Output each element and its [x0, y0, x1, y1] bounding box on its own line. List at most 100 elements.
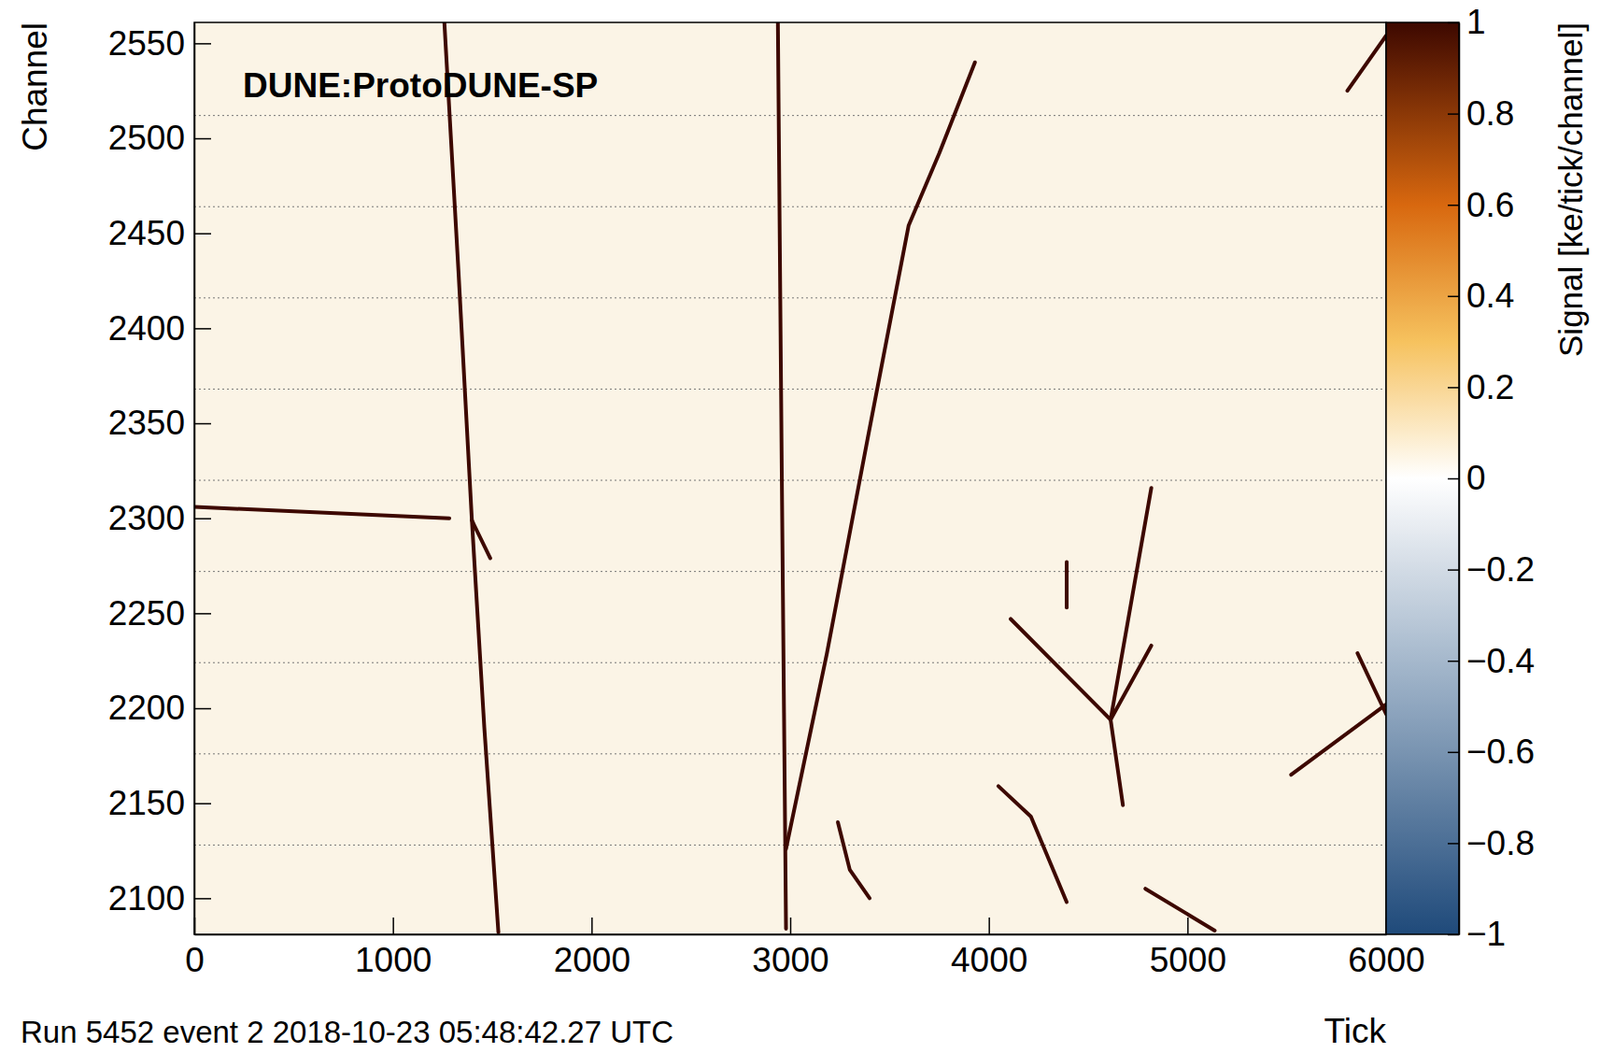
colorbar-tick-mark: [1447, 296, 1459, 298]
track: [471, 520, 491, 559]
colorbar-tick-label: −0.6: [1466, 732, 1535, 771]
y-tick-mark: [194, 327, 212, 330]
y-tick-mark: [194, 517, 212, 520]
y-tick-label: 2200: [108, 688, 185, 727]
boundary-line: [194, 752, 1387, 754]
colorbar-tick: −0.8: [1447, 823, 1535, 863]
colorbar-tick: −0.4: [1447, 641, 1535, 680]
x-axis-title: Tick: [1324, 1011, 1388, 1050]
track: [778, 22, 787, 929]
y-tick-mark: [194, 138, 212, 141]
colorbar-tick-mark: [1447, 751, 1459, 754]
colorbar-tick-mark: [1447, 113, 1459, 115]
y-axis-title: Channel: [15, 22, 55, 152]
track: [998, 785, 1067, 902]
track: [1010, 618, 1111, 720]
y-tick: 2450: [108, 213, 212, 253]
x-tick-mark: [988, 917, 991, 935]
y-tick-label: 2100: [108, 878, 185, 918]
x-tick: 5000: [1149, 917, 1227, 979]
boundary-line: [194, 388, 1387, 390]
boundary-line: [194, 570, 1387, 572]
colorbar-tick-label: −0.2: [1466, 550, 1535, 589]
y-tick: 2150: [108, 783, 212, 822]
colorbar-title: Signal [ke/tick/channel]: [1552, 22, 1589, 357]
y-tick: 2500: [108, 118, 212, 157]
colorbar-tick-label: 0.8: [1466, 94, 1515, 133]
track: [1357, 652, 1387, 714]
colorbar-tick: 0.4: [1447, 276, 1515, 315]
colorbar-tick-mark: [1447, 568, 1459, 571]
track: [444, 22, 499, 933]
colorbar-tick: 0.8: [1447, 94, 1515, 133]
track: [1110, 719, 1123, 806]
y-tick: 2200: [108, 688, 212, 727]
y-tick-label: 2550: [108, 24, 185, 63]
x-tick-mark: [392, 917, 395, 935]
colorbar-tick-label: −1: [1466, 914, 1506, 953]
y-tick: 2550: [108, 24, 212, 63]
plot-background: [194, 22, 1387, 935]
y-tick-label: 2500: [108, 118, 185, 157]
y-axis-line: [194, 23, 197, 935]
x-tick-label: 5000: [1149, 940, 1227, 979]
colorbar-tick-mark: [1447, 842, 1459, 845]
colorbar-tick-label: 0.6: [1466, 185, 1515, 225]
colorbar-tick-label: 1: [1466, 2, 1487, 42]
y-tick: 2400: [108, 309, 212, 348]
boundaries: [194, 115, 1387, 846]
y-axis: 2100215022002250230023502400245025002550: [108, 23, 212, 935]
x-tick-mark: [790, 917, 793, 935]
x-axis: 0100020003000400050006000: [184, 917, 1425, 979]
track: [1110, 645, 1152, 720]
x-tick-label: 1000: [354, 940, 432, 979]
y-tick-mark: [194, 707, 212, 710]
colorbar-tick-label: 0.4: [1466, 276, 1515, 315]
x-tick-label: 3000: [751, 940, 829, 979]
colorbar-tick-mark: [1447, 934, 1459, 936]
colorbar: [1386, 22, 1459, 935]
y-tick-mark: [194, 232, 212, 235]
track: [1347, 35, 1387, 91]
y-tick-mark: [194, 897, 212, 900]
x-tick: 1000: [354, 917, 432, 979]
y-tick: 2250: [108, 594, 212, 633]
y-tick: 2100: [108, 878, 212, 918]
y-tick-mark: [194, 42, 212, 45]
y-tick-mark: [194, 612, 212, 615]
x-tick-label: 2000: [553, 940, 631, 979]
track: [1110, 487, 1152, 720]
colorbar-tick-label: 0.2: [1466, 368, 1515, 407]
colorbar-tick: 0.6: [1447, 185, 1515, 225]
tracks: [194, 22, 1387, 933]
y-tick: 2300: [108, 498, 212, 538]
colorbar-tick: −1: [1447, 914, 1506, 953]
boundary-line: [194, 662, 1387, 664]
track: [194, 507, 450, 519]
plot-frame: [194, 22, 1387, 935]
track: [786, 62, 976, 850]
y-tick-label: 2300: [108, 498, 185, 538]
x-tick: 4000: [950, 917, 1028, 979]
colorbar-axis: −1 −0.8 −0.6 −0.4 −0.2 0 0.2 0.4 0.6 0.8 1: [1447, 2, 1535, 953]
x-tick-label: 4000: [950, 940, 1028, 979]
colorbar-tick-mark: [1447, 204, 1459, 207]
x-tick-label: 0: [184, 940, 205, 979]
y-tick-label: 2450: [108, 213, 185, 253]
colorbar-tick-label: −0.4: [1466, 641, 1535, 680]
track: [837, 821, 870, 898]
colorbar-tick: −0.2: [1447, 550, 1535, 589]
run-label: Run 5452 event 2 2018-10-23 05:48:42.27 …: [20, 1014, 674, 1049]
colorbar-tick: 0.2: [1447, 368, 1515, 407]
y-tick-label: 2150: [108, 783, 185, 822]
colorbar-tick-mark: [1447, 386, 1459, 389]
x-tick-mark: [591, 917, 594, 935]
colorbar-tick-label: 0: [1466, 458, 1487, 497]
chart: 0100020003000400050006000210021502200225…: [0, 0, 1600, 1053]
boundary-line: [194, 480, 1387, 482]
boundary-line: [194, 114, 1387, 116]
boundary-line: [194, 206, 1387, 208]
colorbar-tick-mark: [1447, 660, 1459, 663]
x-tick: 3000: [751, 917, 829, 979]
y-tick-mark: [194, 802, 212, 805]
